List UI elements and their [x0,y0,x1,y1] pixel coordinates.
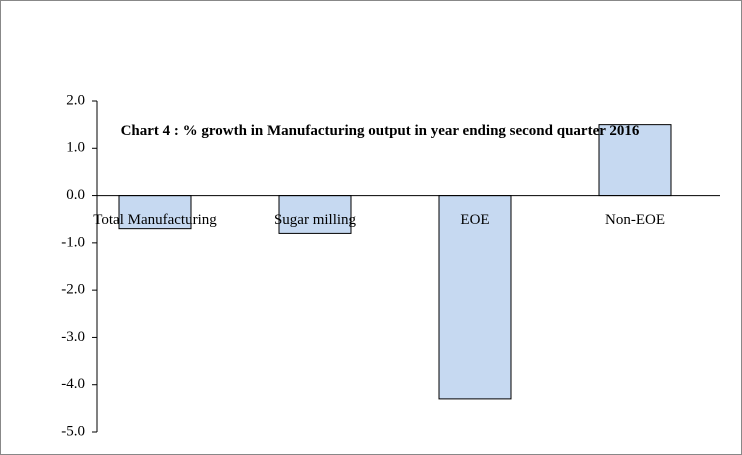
y-tick-label: 2.0 [66,92,85,108]
y-tick-label: 1.0 [66,140,85,156]
y-tick-label: -5.0 [61,423,85,439]
y-tick-label: -2.0 [61,282,85,298]
y-tick-label: -3.0 [61,329,85,345]
chart-title: Chart 4 : % growth in Manufacturing outp… [120,123,640,139]
bar [438,195,512,400]
x-tick-label: EOE [460,211,490,228]
x-tick-label: Non-EOE [605,211,665,228]
y-tick-label: -1.0 [61,234,85,250]
bar [598,124,672,197]
y-tick-label: 0.0 [66,187,85,203]
x-tick-label: Sugar milling [273,211,357,228]
x-tick-label: Total Manufacturing [93,211,217,228]
y-tick-label: -4.0 [61,376,85,392]
bar [278,195,352,234]
